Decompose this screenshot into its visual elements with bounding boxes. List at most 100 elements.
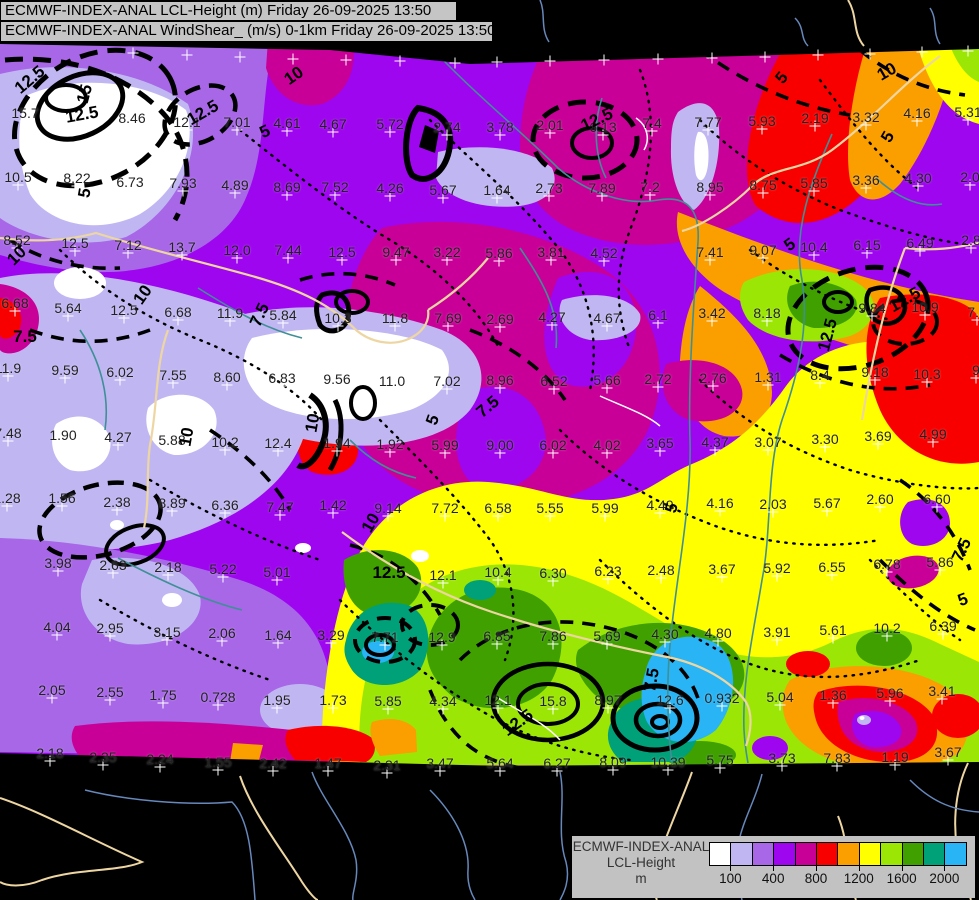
- windshear-contour-label: 10: [280, 62, 307, 89]
- station-value: 1.90: [49, 427, 77, 443]
- grid-cross: [704, 189, 716, 201]
- grid-cross: [543, 190, 555, 202]
- grid-cross: [664, 702, 676, 714]
- station-value: 8.22: [63, 170, 91, 186]
- station-value: 2.35: [89, 749, 117, 765]
- grid-cross: [331, 381, 343, 393]
- station-value: 6.1: [648, 307, 668, 323]
- grid-cross: [231, 124, 243, 136]
- grid-cross: [167, 377, 179, 389]
- station-value: 8.69: [273, 179, 301, 195]
- grid-cross: [644, 189, 656, 201]
- grid-cross: [601, 382, 613, 394]
- grid-cross: [166, 505, 178, 517]
- grid-cross: [544, 510, 556, 522]
- station-value: 9.07: [749, 242, 777, 258]
- station-value: 5.69: [593, 628, 621, 644]
- station-value: 8.18: [753, 305, 781, 321]
- station-value: 5.61: [819, 622, 847, 638]
- station-value: 5.96: [876, 685, 904, 701]
- station-value: 8.95: [696, 179, 724, 195]
- windshear-contour-label: 7.5: [640, 666, 663, 694]
- station-value: 1.19: [881, 749, 909, 765]
- grid-cross: [762, 379, 774, 391]
- grid-cross: [652, 381, 664, 393]
- grid-cross: [56, 500, 68, 512]
- station-value: 8.75: [749, 177, 777, 193]
- grid-cross: [759, 51, 771, 63]
- grid-cross: [927, 436, 939, 448]
- grid-cross: [216, 635, 228, 647]
- station-value: 8.89: [158, 495, 186, 511]
- station-value: 7.48: [0, 425, 22, 441]
- grid-cross: [757, 252, 769, 264]
- grid-cross: [224, 315, 236, 327]
- station-value: 6.02: [106, 364, 134, 380]
- station-value: 10.3: [913, 366, 941, 382]
- station-value: 6.60: [923, 491, 951, 507]
- station-value: 6.68: [164, 304, 192, 320]
- grid-cross: [111, 504, 123, 516]
- station-value: 9.00: [486, 437, 514, 453]
- station-value: 5.67: [813, 495, 841, 511]
- station-value: 1.28: [0, 490, 21, 506]
- grid-cross: [598, 255, 610, 267]
- grid-cross: [911, 115, 923, 127]
- legend-swatch: [922, 842, 946, 866]
- grid-cross: [716, 571, 728, 583]
- station-value: 10.2: [873, 620, 901, 636]
- grid-cross: [329, 189, 341, 201]
- station-value: 6.58: [484, 500, 512, 516]
- grid-cross: [601, 320, 613, 332]
- windshear-contour-label: 5: [876, 127, 899, 146]
- grid-cross: [712, 635, 724, 647]
- station-value: 10.5: [4, 169, 32, 185]
- station-value: 4.89: [221, 177, 249, 193]
- station-value: 10.2: [211, 434, 239, 450]
- windshear-contour-label: 7.5: [245, 300, 274, 330]
- grid-cross: [44, 755, 56, 767]
- station-value: 2.01: [536, 117, 564, 133]
- station-value: 2.18: [36, 745, 64, 761]
- station-value: 7.52: [321, 179, 349, 195]
- grid-cross: [57, 437, 69, 449]
- station-value: 7.93: [169, 175, 197, 191]
- station-value: 8.52: [3, 232, 31, 248]
- station-value: 8.60: [213, 369, 241, 385]
- station-value: 13.7: [168, 239, 196, 255]
- station-value: 3.81: [537, 244, 565, 260]
- grid-cross: [821, 505, 833, 517]
- station-value: 7.12: [114, 237, 142, 253]
- grid-cross: [104, 630, 116, 642]
- grid-cross: [655, 572, 667, 584]
- station-value: 10.39: [650, 754, 686, 770]
- station-value: 7.02: [433, 373, 461, 389]
- legend-swatch: [837, 842, 860, 866]
- station-value: 7.41: [696, 244, 724, 260]
- station-value: 7.83: [823, 750, 851, 766]
- grid-cross: [281, 189, 293, 201]
- grid-cross: [934, 564, 946, 576]
- grid-cross: [860, 182, 872, 194]
- station-value: 1.64: [264, 627, 292, 643]
- grid-cross: [881, 566, 893, 578]
- station-value: 4.30: [651, 626, 679, 642]
- grid-cross: [287, 53, 299, 65]
- grid-cross: [547, 575, 559, 587]
- station-value: 6.73: [116, 174, 144, 190]
- color-legend: ECMWF-INDEX-ANAL LCL-Height m 100 400 800 1…: [572, 836, 975, 898]
- station-value: 8.09: [599, 754, 627, 770]
- station-value: 5.85: [374, 693, 402, 709]
- grid-cross: [706, 52, 718, 64]
- station-value: 5.64: [486, 755, 514, 771]
- station-value: 4.26: [376, 180, 404, 196]
- grid-cross: [964, 179, 976, 191]
- grid-cross: [916, 46, 928, 58]
- grid-cross: [827, 632, 839, 644]
- legend-tick-label: 100: [719, 871, 742, 886]
- grid-cross: [322, 765, 334, 777]
- station-value: 6.27: [543, 755, 571, 771]
- station-value: 12.5: [110, 302, 138, 318]
